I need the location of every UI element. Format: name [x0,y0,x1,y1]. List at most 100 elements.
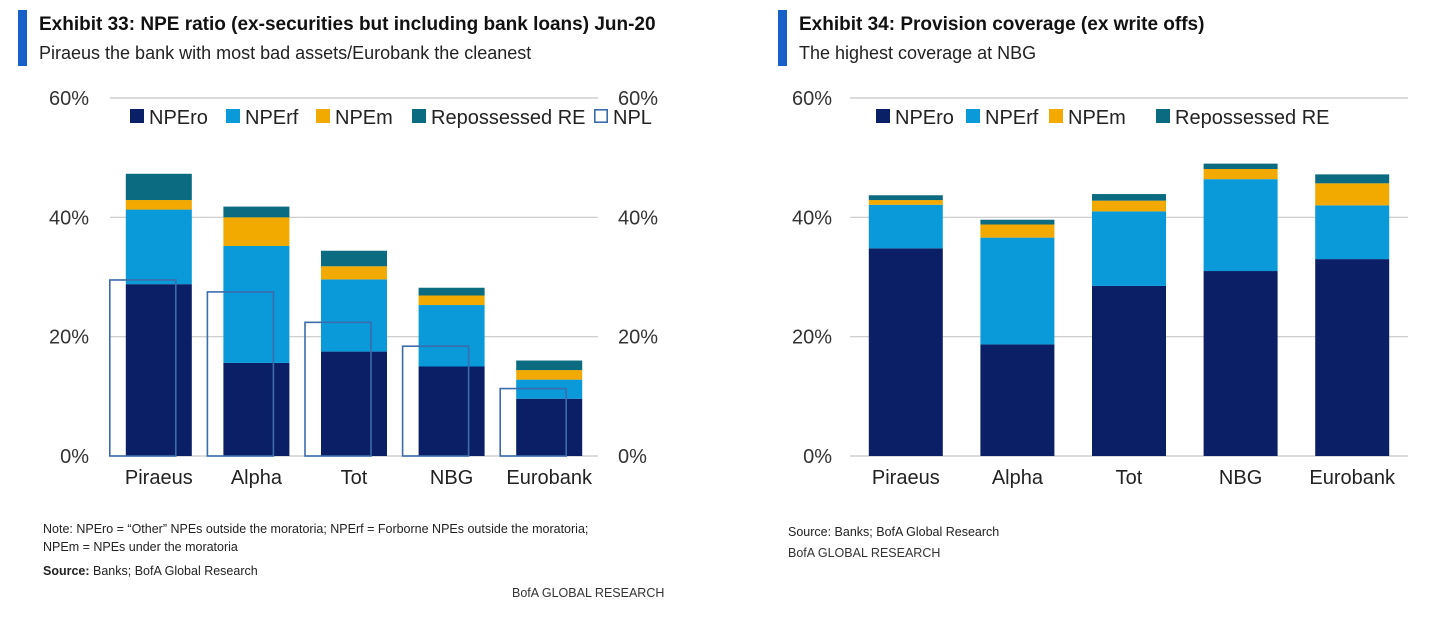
bar-npero-tot [1092,285,1166,456]
exhibit-34-source: Source: Banks; BofA Global Research [788,525,1000,539]
source-label: Source: [43,564,90,578]
legend-label-npl: NPL [613,107,652,129]
bar-npem-piraeus [125,200,192,210]
y-tick-label: 20% [49,327,89,349]
legend-swatch-npero [130,109,144,123]
x-category-label: Piraeus [872,467,940,489]
provision-coverage-chart: 0% 20% 40% 60% Piraeus Alpha Tot NBG Eurobank NPE… [792,88,1408,489]
bar-repossessed-re-tot [321,250,387,267]
bar-repossessed-re-alpha [980,219,1055,225]
bar-npem-piraeus [868,200,943,205]
bar-nperf-nbg [418,305,485,367]
bar-npem-nbg [1203,169,1278,180]
bar-npem-tot [1092,200,1166,212]
bar-nperf-piraeus [868,204,943,249]
note-line-2: NPEm = NPEs under the moratoria [43,540,238,554]
x-category-label: NBG [430,467,473,489]
legend-swatch-nperf [966,109,980,123]
bar-npero-nbg [1203,271,1278,456]
bar-nperf-nbg [1203,179,1278,272]
legend-label-repossessed-re: Repossessed RE [1175,107,1330,129]
exhibit-33-credit: BofA GLOBAL RESEARCH [512,586,665,600]
exhibit-34-title: Exhibit 34: Provision coverage (ex write… [799,14,1205,35]
legend-swatch-repossessed-re [1156,109,1170,123]
legend-label-nperf: NPErf [985,107,1039,129]
x-category-label: Eurobank [1309,467,1396,489]
legend-swatch-npl [593,109,608,124]
bar-nperf-piraeus [125,209,192,285]
npe-ratio-chart: 0% 0% 20% 20% 40% 40% 60% 60% Piraeus Alpha Tot NBG… [49,88,658,489]
bar-npero-alpha [980,344,1055,456]
bar-npem-nbg [418,295,485,306]
exhibit-33-subtitle: Piraeus the bank with most bad assets/Eu… [39,43,532,63]
bar-repossessed-re-piraeus [125,173,192,201]
npl-outline-tot [304,321,372,457]
bar-npem-tot [321,266,387,280]
npl-outline-piraeus [109,279,177,457]
bar-nperf-alpha [980,237,1055,345]
y-tick-label: 40% [49,207,89,229]
exhibit-33-source: Source: Banks; BofA Global Research [43,562,588,580]
y-tick-label: 20% [792,327,832,349]
legend-swatch-nperf [226,109,240,123]
bar-npem-alpha [980,224,1055,238]
bar-nperf-tot [321,279,387,352]
exhibit-34-panel: Exhibit 34: Provision coverage (ex write… [760,0,1435,619]
y-tick-label: 0% [60,446,89,468]
bar-npero-alpha [223,362,290,456]
legend-label-npem: NPEm [335,107,393,129]
bar-repossessed-re-eurobank [1315,174,1390,184]
y-tick-label: 0% [803,446,832,468]
bar-repossessed-re-nbg [418,287,485,296]
bar-nperf-alpha [223,245,290,363]
legend-swatch-npem [316,109,330,123]
exhibit-33-title: Exhibit 33: NPE ratio (ex-securities but… [39,14,656,35]
y-tick-label: 40% [792,207,832,229]
exhibit-33-panel: Exhibit 33: NPE ratio (ex-securities but… [0,0,700,619]
legend-label-repossessed-re: Repossessed RE [431,107,586,129]
exhibit-33-note: Note: NPEro = “Other” NPEs outside the m… [43,520,588,580]
legend-swatch-repossessed-re [412,109,426,123]
legend-swatch-npero [876,109,890,123]
bar-repossessed-re-nbg [1203,163,1278,170]
bar-npero-tot [321,351,387,456]
bar-repossessed-re-piraeus [868,195,943,201]
x-category-label: Eurobank [506,467,593,489]
legend-label-npem: NPEm [1068,107,1126,129]
y2-tick-label: 20% [618,327,658,349]
y2-tick-label: 40% [618,207,658,229]
source-text: Banks; BofA Global Research [89,564,258,578]
legend-label-npero: NPEro [895,107,954,129]
bar-npero-nbg [418,366,485,456]
x-category-label: NBG [1219,467,1262,489]
npl-outline-eurobank [499,387,568,457]
bar-npero-piraeus [868,248,943,456]
note-line-1: Note: NPEro = “Other” NPEs outside the m… [43,522,589,536]
bar-nperf-eurobank [1315,205,1390,260]
y2-tick-label: 60% [618,88,658,110]
npl-outline-nbg [401,345,470,457]
y-tick-label: 60% [49,88,89,110]
bar-npem-eurobank [1315,183,1390,206]
x-category-label: Alpha [992,467,1044,489]
bar-npem-alpha [223,217,290,246]
exhibit-33-header: Exhibit 33: NPE ratio (ex-securities but… [18,10,656,66]
bar-npem-eurobank [516,370,583,380]
exhibit-34-credit: BofA GLOBAL RESEARCH [788,546,941,560]
bar-repossessed-re-tot [1092,194,1166,201]
exhibit-34-subtitle: The highest coverage at NBG [799,43,1037,63]
x-category-label: Alpha [231,467,283,489]
bar-nperf-tot [1092,211,1166,286]
legend-swatch-npem [1049,109,1063,123]
y2-tick-label: 0% [618,446,647,468]
exhibit-34-header: Exhibit 34: Provision coverage (ex write… [778,10,1204,66]
y-tick-label: 60% [792,88,832,110]
legend-label-nperf: NPErf [245,107,299,129]
bar-npero-piraeus [125,284,192,456]
bar-npero-eurobank [516,398,583,456]
bar-npero-eurobank [1315,259,1390,456]
bar-repossessed-re-eurobank [516,360,583,371]
x-category-label: Tot [341,467,368,489]
npl-outline-alpha [206,291,275,457]
bar-repossessed-re-alpha [223,206,290,218]
